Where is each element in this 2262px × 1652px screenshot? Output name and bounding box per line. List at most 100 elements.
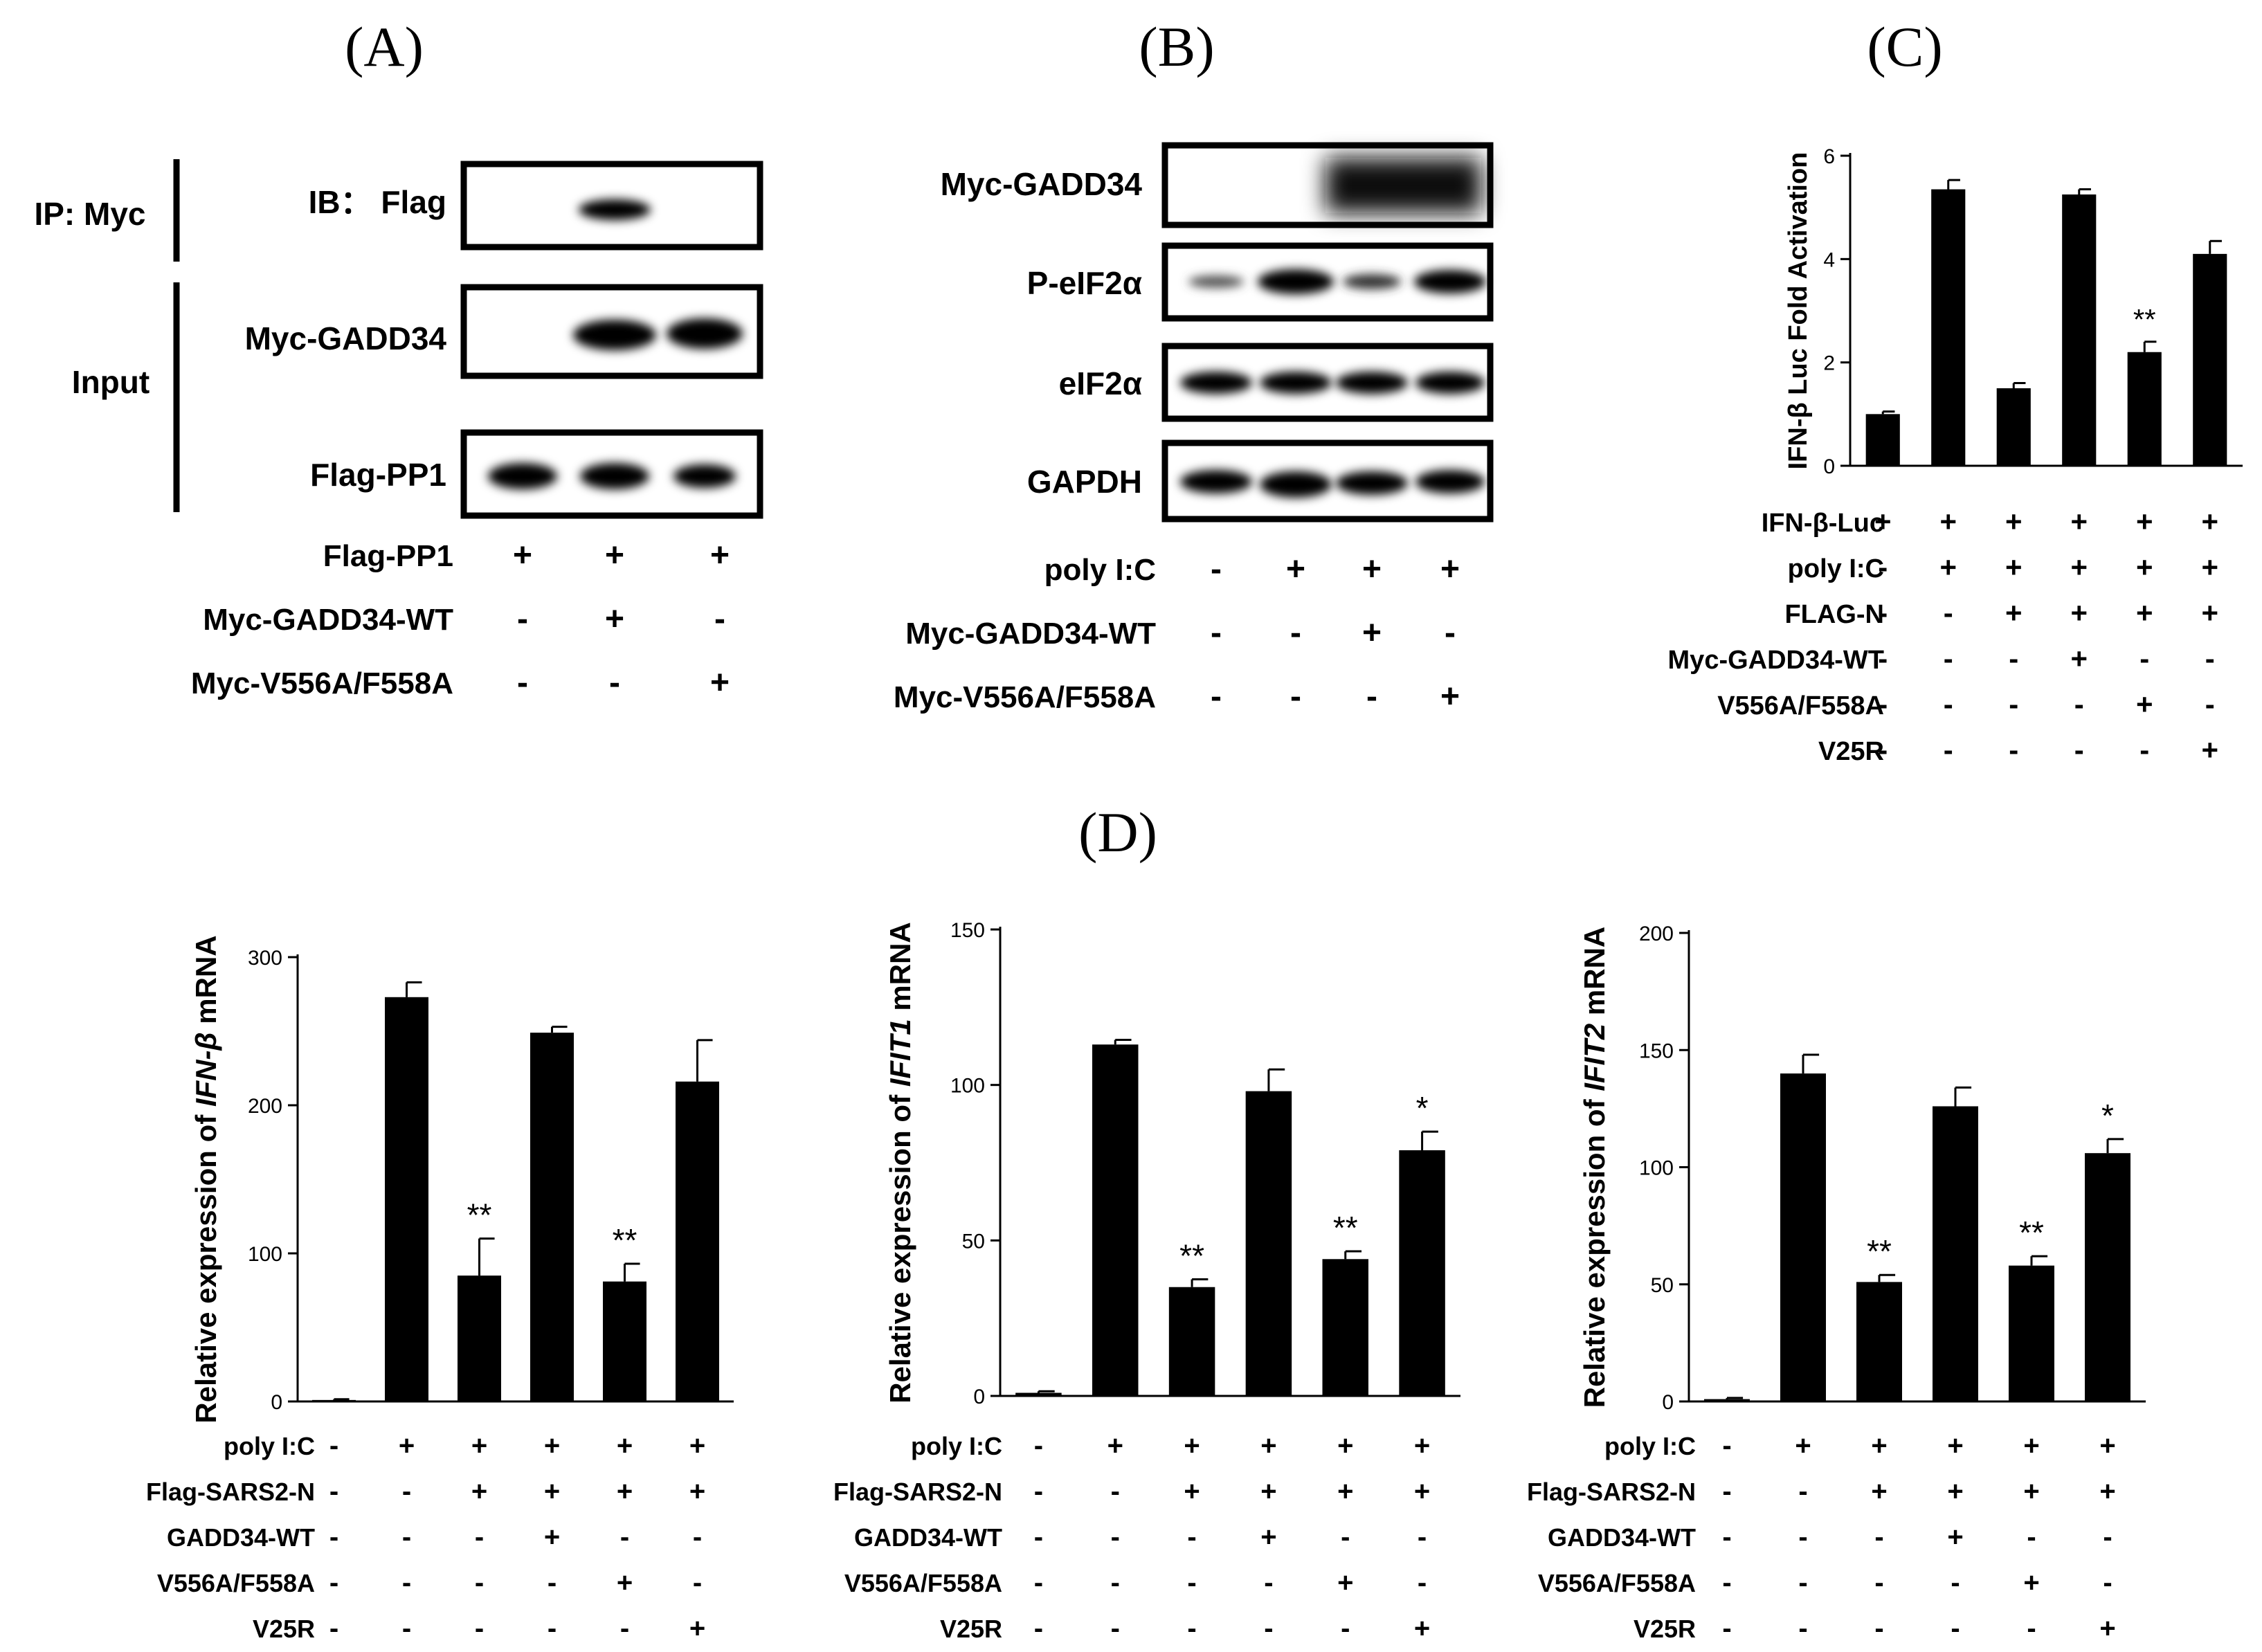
significance-label: ** — [613, 1222, 637, 1258]
bar — [1996, 388, 2031, 466]
chart-d3-condition-row-label: poly I:C — [1604, 1432, 1696, 1460]
panel-c-condition-cell: - — [2205, 688, 2215, 720]
chart-d2-condition-cell: + — [1337, 1431, 1353, 1461]
panel-c-condition-cell: + — [2201, 551, 2218, 583]
chart-d1-condition-cell: - — [620, 1522, 629, 1552]
chart-d2-condition-cell: - — [1034, 1431, 1043, 1461]
chart-d3-condition-row-label: V556A/F558A — [1538, 1569, 1696, 1597]
chart-d1-condition-cell: + — [689, 1431, 705, 1461]
panel-a-condition-cell: - — [609, 664, 620, 701]
chart-d2-condition-row-label: V556A/F558A — [844, 1569, 1002, 1597]
y-tick-label: 100 — [1639, 1157, 1674, 1180]
panel-d-label: (D) — [1078, 801, 1157, 864]
chart-d2-condition-cell: + — [1337, 1568, 1353, 1598]
chart-d1-condition-cell: - — [329, 1568, 338, 1598]
chart-d1-condition-row-label: poly I:C — [224, 1432, 315, 1460]
panel-b-condition-cell: + — [1362, 615, 1382, 651]
bar — [676, 1081, 719, 1401]
blot-b2-label: P-eIF2α — [1027, 265, 1142, 301]
panel-b-condition-cell: + — [1440, 678, 1460, 715]
bar — [1245, 1091, 1292, 1396]
chart-d2-condition-cell: + — [1184, 1431, 1200, 1461]
chart-d3-condition-cell: - — [1722, 1568, 1731, 1598]
chart-d1-conditions: poly I:C - + + + + +Flag-SARS2-N - - + + + +GADD34-W… — [146, 1431, 705, 1644]
chart-d3-condition-cell: - — [1798, 1476, 1807, 1507]
chart-d1-condition-cell: - — [329, 1431, 338, 1461]
panel-c-condition-cell: + — [1939, 551, 1957, 583]
panel-c-label: (C) — [1867, 15, 1942, 78]
significance-label: * — [1416, 1090, 1429, 1126]
panel-c-condition-cell: + — [2136, 505, 2153, 538]
chart-d2-condition-cell: - — [1418, 1568, 1427, 1598]
chart-d3-condition-cell: + — [1795, 1431, 1811, 1461]
y-axis-label: Relative expression of IFIT1 mRNA — [884, 922, 916, 1404]
chart-d2-condition-cell: - — [1111, 1568, 1120, 1598]
panel-a-condition-cell: + — [605, 537, 624, 574]
panel-b-condition-cell: - — [1211, 551, 1222, 588]
chart-d3-condition-cell: - — [1874, 1568, 1883, 1598]
chart-d1-condition-row-label: V25R — [253, 1615, 315, 1643]
chart-d2-condition-cell: - — [1341, 1613, 1350, 1644]
chart-d1-condition-cell: + — [399, 1431, 415, 1461]
panel-b-condition-row-label: Myc-V556A/F558A — [894, 680, 1156, 714]
panel-c-condition-cell: + — [1874, 505, 1892, 538]
panel-b-conditions: poly I:C - + + + Myc-GADD34-WT - - + - Myc-V556A/F… — [894, 551, 1460, 715]
y-axis-label-suffix: mRNA — [1578, 927, 1611, 1024]
panel-c-condition-cell: - — [1944, 642, 1953, 675]
panel-c-condition-cell: - — [2009, 688, 2018, 720]
chart-d2-condition-cell: + — [1337, 1476, 1353, 1507]
panel-c-condition-cell: - — [2139, 734, 2149, 766]
panel-c-condition-cell: + — [2070, 597, 2088, 629]
y-tick-label: 50 — [962, 1230, 985, 1253]
chart-d3-condition-cell: - — [1874, 1613, 1883, 1644]
chart-d1-condition-cell: - — [693, 1522, 702, 1552]
blot-a3-band-1 — [488, 463, 557, 489]
panel-a-conditions: Flag-PP1 + + + Myc-GADD34-WT - + - Myc-V556A/F55… — [191, 537, 730, 701]
y-axis-label-gene: IFIT2 — [1578, 1024, 1611, 1091]
chart-d1-condition-cell: - — [475, 1568, 484, 1598]
chart-d1-condition-cell: - — [475, 1613, 484, 1644]
panel-c-condition-cell: - — [1878, 688, 1888, 720]
panel-b-condition-row-label: poly I:C — [1044, 553, 1156, 587]
bar — [2062, 194, 2097, 466]
y-tick-label: 150 — [950, 919, 985, 942]
blot-b2-band-3 — [1343, 274, 1401, 289]
panel-a-condition-cell: + — [605, 601, 624, 637]
panel-c-condition-row-label: V556A/F558A — [1717, 691, 1884, 720]
chart-d3-condition-cell: - — [1722, 1431, 1731, 1461]
blot-b2-band-4 — [1414, 270, 1486, 293]
y-axis-label-prefix: Relative expression of — [1578, 1091, 1611, 1408]
blot-b3-band-2 — [1260, 372, 1332, 394]
chart-d2-condition-row-label: poly I:C — [911, 1432, 1002, 1460]
chart-d2-condition-cell: + — [1260, 1431, 1276, 1461]
panel-a-condition-cell: + — [513, 537, 532, 574]
chart-d3-condition-cell: + — [2023, 1476, 2039, 1507]
chart-d1-condition-cell: - — [620, 1613, 629, 1644]
y-axis-label: Relative expression of IFN-β mRNA — [190, 935, 222, 1423]
chart-d1-condition-cell: + — [544, 1476, 560, 1507]
panel-a-condition-cell: - — [714, 601, 725, 637]
blot-b4-band-3 — [1336, 471, 1408, 495]
chart-d3-condition-cell: + — [1871, 1476, 1887, 1507]
bar — [1780, 1073, 1826, 1401]
panel-b-condition-cell: - — [1290, 615, 1301, 651]
significance-label: ** — [2019, 1215, 2044, 1251]
panel-c-condition-cell: + — [2201, 734, 2218, 766]
significance-label: ** — [1867, 1233, 1892, 1269]
bar — [1856, 1282, 1902, 1401]
y-axis-label-gene: IFIT1 — [884, 1019, 916, 1087]
chart-d1-condition-cell: - — [693, 1568, 702, 1598]
y-tick-label: 6 — [1823, 145, 1835, 168]
chart-d2-condition-cell: + — [1260, 1476, 1276, 1507]
blot-b2-band-2 — [1258, 269, 1334, 294]
blot-b4-band-1 — [1180, 470, 1252, 493]
chart-d3: 0 50 100 150 200 Relative expression of IFIT2… — [1578, 923, 2146, 1414]
panel-a-condition-cell: - — [517, 601, 528, 637]
bar — [1865, 414, 1900, 466]
chart-d2-condition-cell: + — [1414, 1613, 1430, 1644]
panel-c-condition-row-label: IFN-β-Luc — [1762, 509, 1884, 538]
significance-label: ** — [467, 1197, 492, 1233]
chart-d3-conditions: poly I:C - + + + + +Flag-SARS2-N - - + + + +GADD34-W… — [1527, 1431, 2116, 1644]
y-tick-label: 0 — [271, 1391, 282, 1414]
blot-b3-band-1 — [1180, 372, 1252, 394]
